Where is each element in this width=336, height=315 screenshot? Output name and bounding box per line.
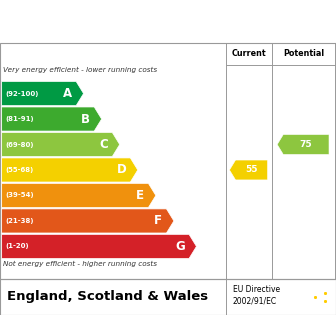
Text: A: A [63,87,72,100]
Polygon shape [2,133,120,157]
Text: Potential: Potential [283,49,324,58]
Polygon shape [229,160,267,180]
Text: D: D [117,163,127,176]
Text: (1-20): (1-20) [5,243,29,249]
Polygon shape [2,209,174,233]
Polygon shape [2,158,138,182]
Polygon shape [2,234,197,258]
Polygon shape [2,107,101,131]
Text: 55: 55 [245,165,258,175]
Text: (81-91): (81-91) [5,116,34,122]
Text: Current: Current [232,49,266,58]
Text: EU Directive
2002/91/EC: EU Directive 2002/91/EC [233,285,280,306]
Polygon shape [2,183,156,208]
Text: (55-68): (55-68) [5,167,33,173]
Text: F: F [154,215,162,227]
Text: Energy Efficiency Rating: Energy Efficiency Rating [7,14,228,29]
Text: 75: 75 [300,140,312,149]
Text: (21-38): (21-38) [5,218,34,224]
Text: Not energy efficient - higher running costs: Not energy efficient - higher running co… [3,261,157,267]
Text: England, Scotland & Wales: England, Scotland & Wales [7,290,208,303]
Text: (69-80): (69-80) [5,141,34,147]
Text: B: B [81,112,90,125]
Text: C: C [99,138,108,151]
Text: E: E [136,189,144,202]
Polygon shape [2,82,84,106]
Text: (39-54): (39-54) [5,192,34,198]
Text: Very energy efficient - lower running costs: Very energy efficient - lower running co… [3,67,158,73]
Polygon shape [277,135,329,154]
Text: G: G [176,240,185,253]
Text: (92-100): (92-100) [5,90,38,96]
